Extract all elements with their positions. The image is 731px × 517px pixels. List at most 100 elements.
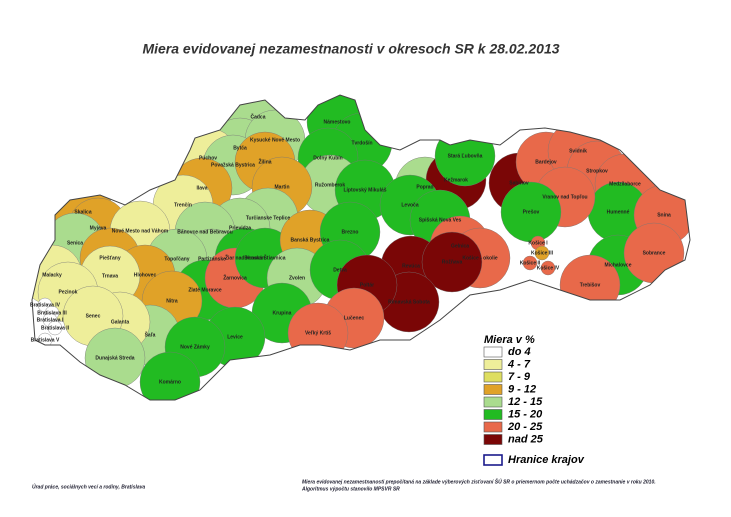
legend-label: nad 25 — [508, 433, 544, 445]
legend-swatch — [483, 346, 503, 358]
district-label: Detva — [333, 267, 347, 273]
legend-swatch — [483, 454, 503, 466]
district-label: Malacky — [42, 272, 62, 278]
district-label: Turčianske Teplice — [246, 215, 290, 221]
legend-label: do 4 — [508, 346, 531, 358]
district-label: Trebišov — [580, 282, 601, 288]
district-label: Košice III — [531, 250, 554, 256]
district-label: Skalica — [74, 209, 91, 215]
district-label: Bardejov — [535, 159, 557, 165]
district-label: Dunajská Streda — [95, 355, 134, 361]
district-label: Levoča — [401, 202, 418, 208]
district-label: Humenné — [607, 209, 630, 215]
district-label: Košice - okolie — [462, 255, 498, 261]
district-label: Piešťany — [99, 255, 121, 261]
district-label: Komárno — [159, 379, 181, 385]
district-label: Kysucké Nové Mesto — [250, 137, 300, 143]
district-label: Stará Ľubovňa — [448, 153, 483, 159]
legend-label: 12 - 15 — [508, 396, 543, 408]
district-label: Brezno — [342, 229, 359, 235]
district-label: Galanta — [111, 319, 130, 325]
district-label: Sobrance — [643, 250, 666, 256]
district-label: Krupina — [273, 310, 292, 316]
district-label: Topoľčany — [164, 256, 189, 262]
district-label: Senica — [67, 240, 83, 246]
district-label: Gelnica — [451, 243, 469, 249]
district-label: Rimavská Sobota — [388, 299, 430, 305]
district-label: Stropkov — [586, 168, 608, 174]
district-label: Rožňava — [442, 259, 463, 265]
footnote: Miera evidovanej nezamestnanosti prepočí… — [302, 477, 656, 485]
legend-swatch — [483, 396, 503, 408]
district-label: Myjava — [90, 225, 107, 231]
legend-label: 9 - 12 — [508, 383, 536, 395]
legend-label: 4 - 7 — [507, 358, 531, 370]
legend-swatch — [483, 409, 503, 420]
legend-swatch — [483, 371, 503, 383]
district-label: Prievidza — [229, 225, 251, 231]
legend-swatch — [483, 359, 503, 370]
district-label: Bratislava II — [41, 325, 70, 331]
legend-label: Hranice krajov — [508, 454, 585, 466]
district-label: Medzilaborce — [609, 181, 641, 187]
district-label: Poltár — [360, 282, 374, 288]
district-label: Sabinov — [509, 180, 529, 186]
district-label: Košice I — [528, 240, 548, 246]
district-area — [47, 320, 63, 336]
legend-swatch — [483, 384, 503, 395]
district-label: Svidník — [569, 148, 587, 154]
district-label: Dolný Kubín — [313, 155, 342, 161]
district-label: Ružomberok — [315, 182, 346, 188]
district-label: Košice IV — [537, 265, 560, 271]
district-label: Zlaté Moravce — [188, 287, 222, 293]
footnote: Úrad práce, sociálnych vecí a rodiny, Br… — [32, 483, 145, 490]
district-label: Bánovce nad Bebravou — [177, 229, 233, 235]
district-label: Košice II — [520, 260, 541, 266]
district-label: Lučenec — [344, 315, 365, 321]
district-label: Snina — [657, 212, 671, 218]
legend-label: 15 - 20 — [508, 408, 543, 420]
district-label: Nitra — [166, 298, 178, 304]
district-label: Partizánske — [198, 256, 226, 262]
legend-label: 20 - 25 — [507, 421, 543, 433]
district-label: Michalovce — [605, 262, 632, 268]
district-label: Čadca — [250, 113, 265, 120]
district-label: Šaľa — [145, 330, 156, 338]
legend-label: 7 - 9 — [508, 371, 531, 383]
district-label: Bratislava III — [37, 310, 67, 316]
district-label: Vranov nad Topľou — [542, 194, 587, 200]
legend-swatch — [483, 421, 503, 433]
district-label: Zvolen — [289, 275, 305, 281]
district-area — [534, 245, 550, 261]
district-label: Banská Bystrica — [291, 237, 330, 243]
district-label: Považská Bystrica — [211, 162, 255, 168]
district-label: Prešov — [523, 209, 540, 215]
district-label: Bratislava I — [37, 317, 64, 323]
district-label: Púchov — [199, 155, 217, 161]
legend-title: Miera v % — [484, 334, 535, 346]
legend-swatch — [483, 434, 503, 445]
district-label: Levice — [227, 334, 243, 340]
district-label: Námestovo — [324, 119, 351, 125]
district-label: Pezinok — [59, 289, 78, 295]
district-area — [540, 260, 556, 276]
district-label: Poprad — [416, 184, 433, 190]
district-areas — [32, 95, 690, 400]
district-label: Ilava — [196, 185, 207, 191]
district-label: Bratislava IV — [30, 302, 61, 308]
district-label: Nové Zámky — [180, 344, 210, 350]
district-label: Bratislava V — [31, 337, 60, 343]
district-label: Žilina — [258, 157, 271, 165]
district-label: Revúca — [402, 263, 420, 269]
district-label: Liptovský Mikuláš — [343, 187, 386, 193]
district-label: Bytča — [233, 145, 247, 151]
district-label: Žarnovica — [223, 273, 247, 281]
district-label: Trnava — [102, 273, 118, 279]
district-label: Senec — [86, 313, 101, 319]
map-title: Miera evidovanej nezamestnanosti v okres… — [142, 41, 559, 57]
district-label: Kežmarok — [444, 177, 468, 183]
district-label: Spišská Nová Ves — [419, 217, 462, 223]
